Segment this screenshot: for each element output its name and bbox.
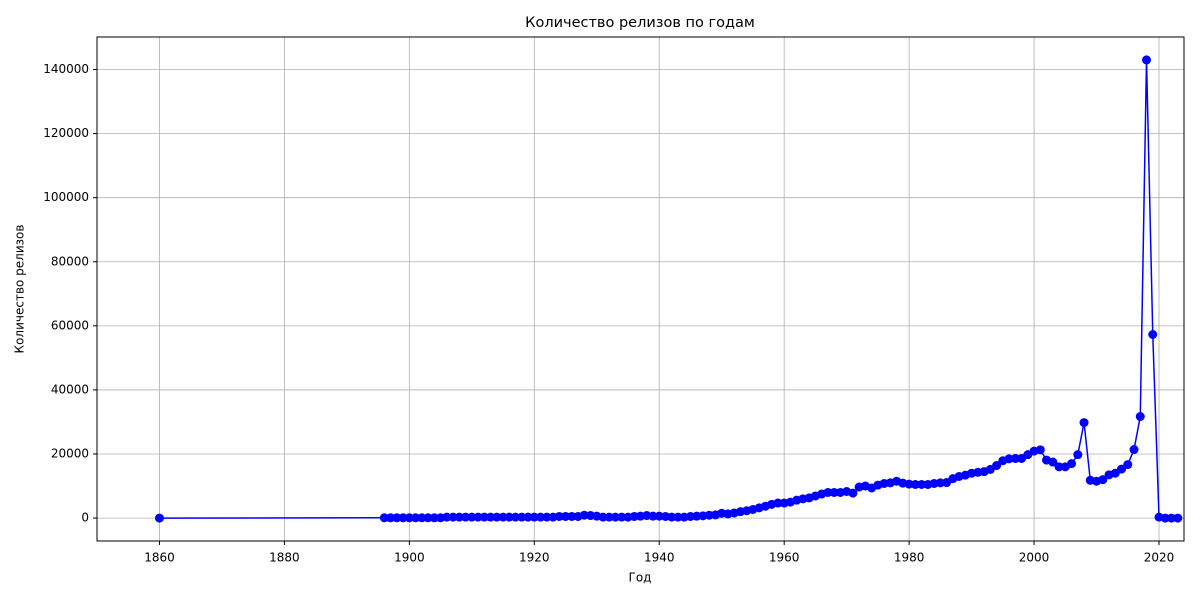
chart-title: Количество релизов по годам xyxy=(525,15,755,31)
x-tick-label: 1960 xyxy=(769,551,800,565)
data-point xyxy=(1098,475,1108,485)
data-point xyxy=(486,512,496,522)
y-tick-label: 80000 xyxy=(51,254,89,268)
data-point xyxy=(492,512,502,522)
data-point xyxy=(529,512,539,522)
data-point xyxy=(511,512,521,522)
data-point xyxy=(473,512,483,522)
data-point xyxy=(411,513,421,523)
y-tick-label: 100000 xyxy=(43,190,89,204)
data-point xyxy=(992,461,1002,471)
data-point xyxy=(917,479,927,489)
data-point xyxy=(398,513,408,523)
data-point xyxy=(1160,513,1170,523)
data-point xyxy=(561,511,571,521)
data-point xyxy=(910,479,920,489)
data-point xyxy=(773,498,783,508)
data-point xyxy=(542,512,552,522)
data-point xyxy=(442,512,452,522)
x-tick-label: 2020 xyxy=(1144,551,1175,565)
data-point xyxy=(454,512,464,522)
data-point xyxy=(1173,513,1183,523)
data-point xyxy=(848,488,858,498)
y-tick-label: 60000 xyxy=(51,318,89,332)
data-point xyxy=(1035,445,1045,455)
x-axis-label: Год xyxy=(629,571,652,585)
data-point xyxy=(648,511,658,521)
data-point xyxy=(379,513,389,523)
data-point xyxy=(429,513,439,523)
data-point xyxy=(461,512,471,522)
y-tick-label: 0 xyxy=(81,511,89,525)
data-point xyxy=(1167,513,1177,523)
data-point xyxy=(423,513,433,523)
x-tick-label: 1900 xyxy=(394,551,425,565)
y-tick-label: 40000 xyxy=(51,382,89,396)
data-point xyxy=(392,513,402,523)
data-point xyxy=(667,512,677,522)
grid xyxy=(97,37,1184,541)
data-point xyxy=(1010,453,1020,463)
data-point xyxy=(1148,329,1158,339)
x-tick-label: 2000 xyxy=(1019,551,1050,565)
data-point xyxy=(1123,460,1133,470)
data-point xyxy=(823,487,833,497)
data-point xyxy=(567,511,577,521)
y-tick-label: 20000 xyxy=(51,447,89,461)
data-point xyxy=(1135,412,1145,422)
data-point xyxy=(1054,462,1064,472)
data-point xyxy=(536,512,546,522)
data-point xyxy=(404,513,414,523)
x-tick-label: 1880 xyxy=(269,551,300,565)
data-point xyxy=(517,512,527,522)
data-point xyxy=(498,512,508,522)
data-point xyxy=(1129,445,1139,455)
plot-area xyxy=(154,55,1183,523)
data-point xyxy=(829,487,839,497)
data-point xyxy=(1048,457,1058,467)
data-point xyxy=(479,512,489,522)
y-tick-label: 140000 xyxy=(43,62,89,76)
data-point xyxy=(1142,55,1152,65)
data-point xyxy=(386,513,396,523)
data-point xyxy=(1079,418,1089,428)
data-point xyxy=(504,512,514,522)
series-line xyxy=(159,59,1178,519)
data-point xyxy=(467,512,477,522)
x-tick-label: 1980 xyxy=(894,551,925,565)
data-point xyxy=(611,512,621,522)
data-point xyxy=(523,512,533,522)
data-point xyxy=(554,511,564,521)
y-axis-label: Количество релизов xyxy=(13,225,27,354)
data-point xyxy=(617,512,627,522)
data-point xyxy=(598,512,608,522)
x-tick-label: 1920 xyxy=(519,551,550,565)
data-point xyxy=(1067,459,1077,469)
x-tick-label: 1940 xyxy=(644,551,675,565)
y-tick-label: 120000 xyxy=(43,126,89,140)
data-point xyxy=(1073,450,1083,460)
data-point xyxy=(417,513,427,523)
data-point xyxy=(448,512,458,522)
plot-frame xyxy=(96,36,1185,542)
data-point xyxy=(154,513,164,523)
x-tick-label: 1860 xyxy=(144,551,175,565)
data-point xyxy=(604,512,614,522)
data-point xyxy=(1117,464,1127,474)
data-point xyxy=(673,512,683,522)
